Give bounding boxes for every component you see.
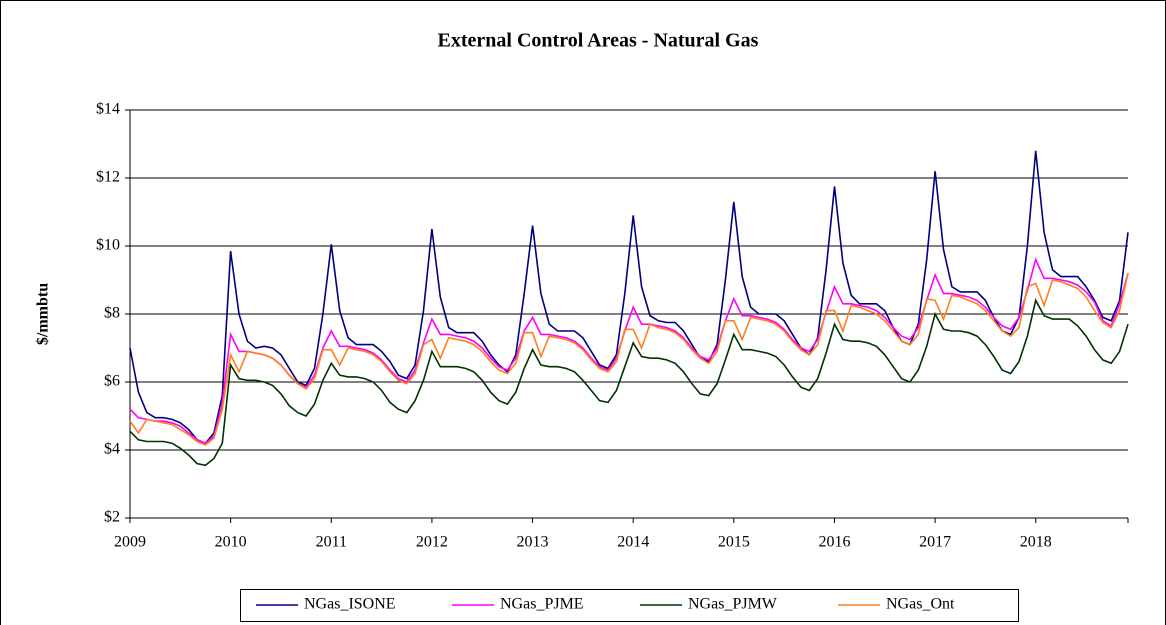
y-tick-label: $2: [104, 509, 120, 526]
x-tick-label: 2013: [517, 534, 549, 551]
x-tick-label: 2009: [114, 534, 146, 551]
legend-label: NGas_PJMW: [688, 596, 778, 613]
series-line: [129, 298, 1129, 467]
x-tick-label: 2010: [215, 534, 247, 551]
x-tick-label: 2011: [316, 534, 347, 551]
y-tick-label: $8: [104, 305, 120, 322]
y-tick-label: $12: [96, 169, 120, 186]
x-tick-label: 2015: [718, 534, 750, 551]
y-tick-label: $14: [96, 101, 120, 118]
chart-title: External Control Areas - Natural Gas: [438, 30, 759, 52]
y-axis-label: $/mmbtu: [35, 283, 52, 345]
legend-label: NGas_Ont: [886, 596, 955, 613]
x-tick-label: 2012: [416, 534, 448, 551]
x-tick-label: 2016: [818, 534, 850, 551]
y-tick-label: $10: [96, 237, 120, 254]
y-tick-label: $4: [104, 441, 120, 458]
x-tick-label: 2014: [617, 534, 649, 551]
series-line: [129, 273, 1129, 446]
legend-label: NGas_ISONE: [304, 596, 396, 613]
legend-label: NGas_PJME: [500, 596, 584, 613]
y-tick-label: $6: [104, 373, 120, 390]
series-line: [129, 150, 1129, 445]
x-tick-label: 2018: [1020, 534, 1052, 551]
x-tick-label: 2017: [919, 534, 951, 551]
legend-box: [240, 589, 1019, 622]
